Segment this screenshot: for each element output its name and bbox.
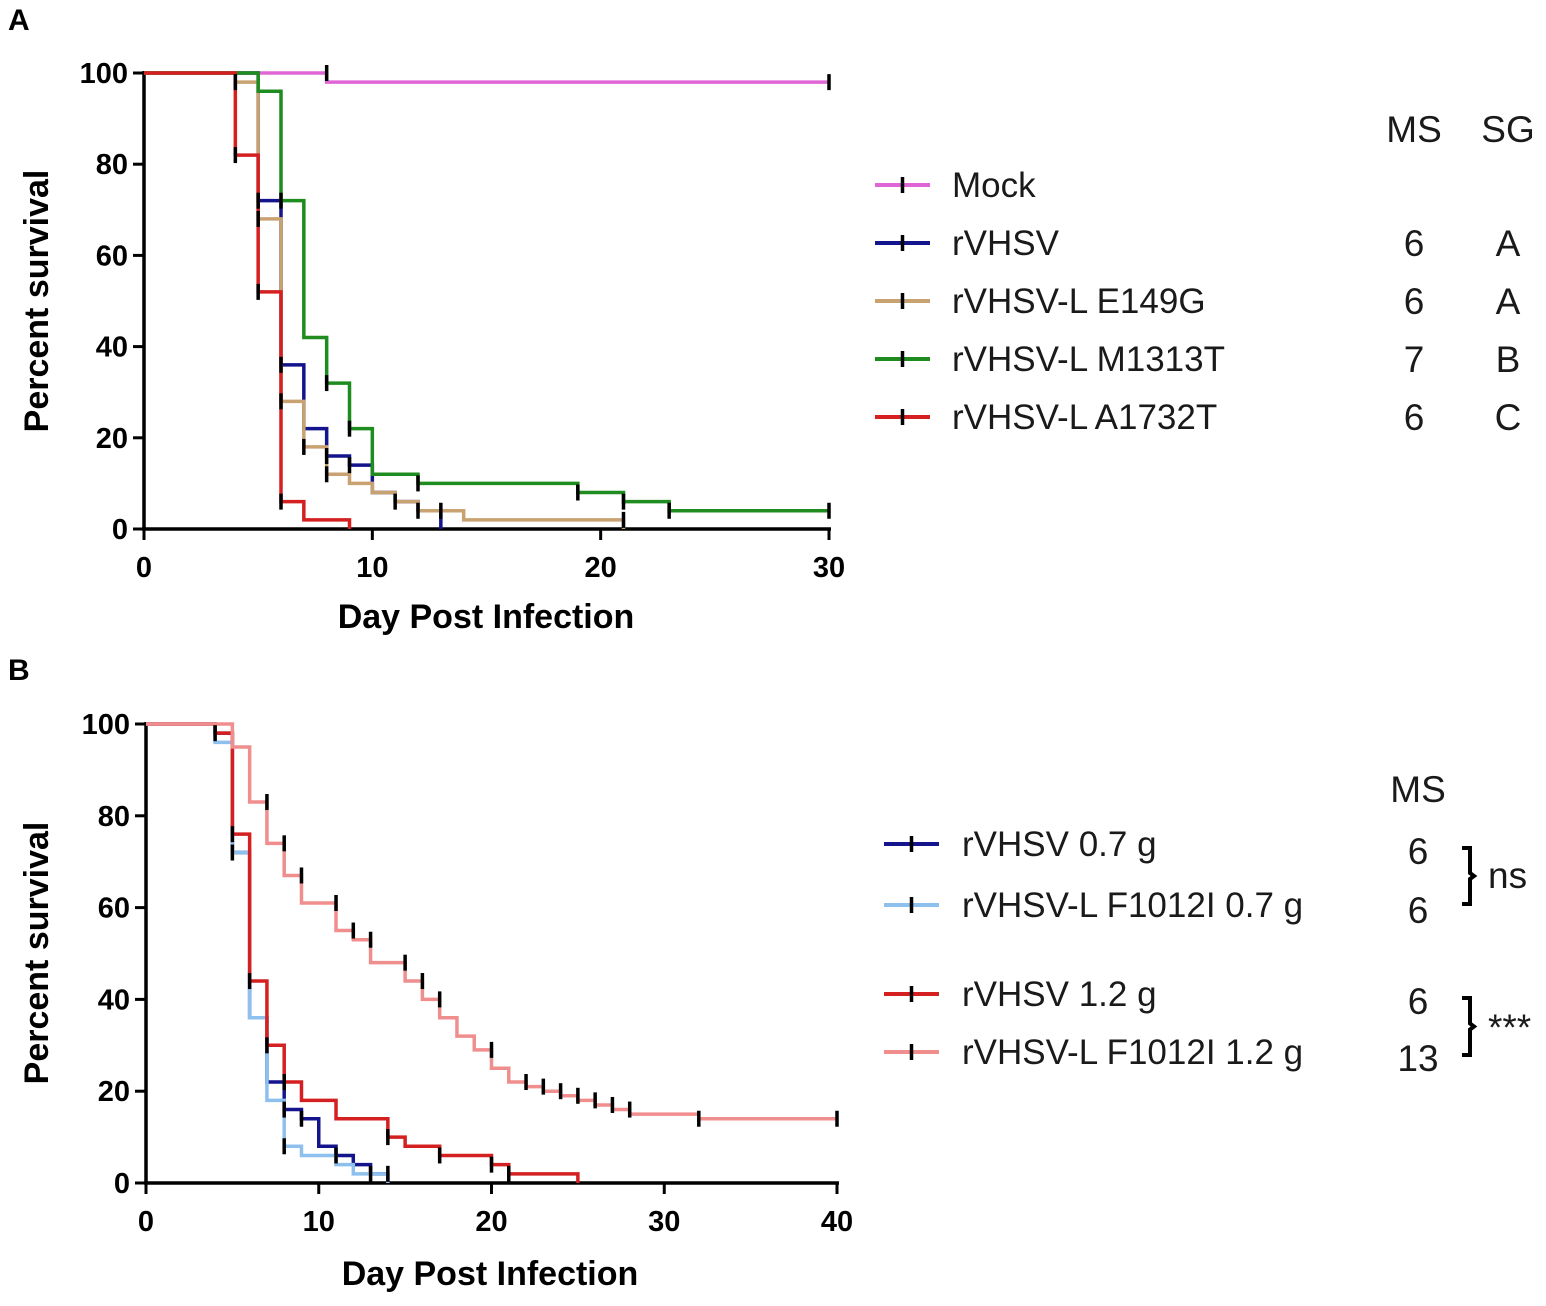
y-tick-label: 0 [114, 1168, 130, 1200]
ms-value: 6 [1404, 223, 1425, 264]
series-line-4 [144, 71, 829, 513]
legend-label: rVHSV-L M1313T [952, 340, 1225, 379]
ms-header: MS [1386, 109, 1442, 150]
y-tick-label: 20 [98, 1076, 130, 1108]
x-tick-label: 0 [136, 552, 152, 584]
y-tick-label: 80 [96, 149, 128, 181]
series-line-3 [144, 71, 626, 529]
x-tick-label: 20 [585, 552, 617, 584]
panel-label: B [8, 654, 30, 687]
legend-label: rVHSV 0.7 g [962, 825, 1157, 864]
legend-entry-1: rVHSV 0.7 g [884, 825, 1157, 864]
x-tick-label: 40 [821, 1206, 853, 1238]
legend-entry-4: rVHSV-L F1012I 1.2 g [884, 1033, 1303, 1072]
x-tick-label: 10 [303, 1206, 335, 1238]
ms-header: MS [1390, 769, 1446, 810]
series-line-2 [146, 722, 390, 1183]
ms-value: 6 [1408, 831, 1429, 872]
legend-label: rVHSV 1.2 g [962, 975, 1157, 1014]
legend-entry-5: rVHSV-L A1732T [875, 398, 1217, 437]
y-tick-label: 60 [96, 240, 128, 272]
ms-value: 13 [1397, 1038, 1438, 1079]
legend-entry-2: rVHSV [875, 224, 1060, 263]
y-tick-label: 20 [96, 423, 128, 455]
x-axis-title: Day Post Infection [342, 1255, 639, 1293]
chart-panel-A: A 0 20 40 60 80 100 0 10 20 30 Day Post Infection Pe… [8, 4, 1535, 636]
legend-label: rVHSV-L F1012I 0.7 g [962, 886, 1303, 925]
legend-entry-1: Mock [875, 166, 1036, 205]
ms-value: 6 [1404, 281, 1425, 322]
y-tick-label: 80 [98, 801, 130, 833]
y-axis-title: Percent survival [18, 822, 56, 1085]
series-line-2 [144, 71, 443, 529]
series-line-1 [146, 722, 390, 1183]
y-tick-label: 60 [98, 893, 130, 925]
sg-header: SG [1481, 109, 1534, 150]
x-tick-label: 20 [475, 1206, 507, 1238]
sg-value: A [1496, 281, 1521, 322]
legend-label: Mock [952, 166, 1036, 205]
x-tick-label: 10 [356, 552, 388, 584]
legend-label: rVHSV-L A1732T [952, 398, 1217, 437]
legend-label: rVHSV-L E149G [952, 282, 1206, 321]
panel-label: A [8, 4, 30, 37]
comparison-label: ns [1488, 855, 1527, 896]
y-tick-label: 100 [80, 58, 128, 90]
ms-value: 6 [1408, 981, 1429, 1022]
legend-entry-4: rVHSV-L M1313T [875, 340, 1225, 379]
ms-value: 7 [1404, 339, 1425, 380]
chart-panel-B: B 0 20 40 60 80 100 0 10 20 30 40 Day Post Infection… [8, 654, 1531, 1293]
x-tick-label: 30 [648, 1206, 680, 1238]
x-axis-title: Day Post Infection [338, 598, 635, 636]
y-tick-label: 40 [96, 332, 128, 364]
comparison-bracket [1462, 996, 1478, 1057]
legend-label: rVHSV [952, 224, 1060, 263]
series-line-3 [146, 722, 580, 1183]
series-line-5 [144, 71, 352, 529]
sg-value: A [1496, 223, 1521, 264]
comparison-label: *** [1488, 1007, 1531, 1048]
y-tick-label: 0 [112, 514, 128, 546]
x-tick-label: 30 [813, 552, 845, 584]
sg-value: C [1495, 397, 1522, 438]
legend-label: rVHSV-L F1012I 1.2 g [962, 1033, 1303, 1072]
y-tick-label: 100 [82, 709, 130, 741]
legend-entry-2: rVHSV-L F1012I 0.7 g [884, 886, 1303, 925]
legend-entry-3: rVHSV-L E149G [875, 282, 1206, 321]
comparison-bracket [1462, 846, 1478, 906]
legend-entry-3: rVHSV 1.2 g [884, 975, 1157, 1014]
y-tick-label: 40 [98, 984, 130, 1016]
ms-value: 6 [1408, 890, 1429, 931]
y-axis-title: Percent survival [18, 170, 56, 433]
x-tick-label: 0 [138, 1206, 154, 1238]
sg-value: B [1496, 339, 1521, 380]
ms-value: 6 [1404, 397, 1425, 438]
